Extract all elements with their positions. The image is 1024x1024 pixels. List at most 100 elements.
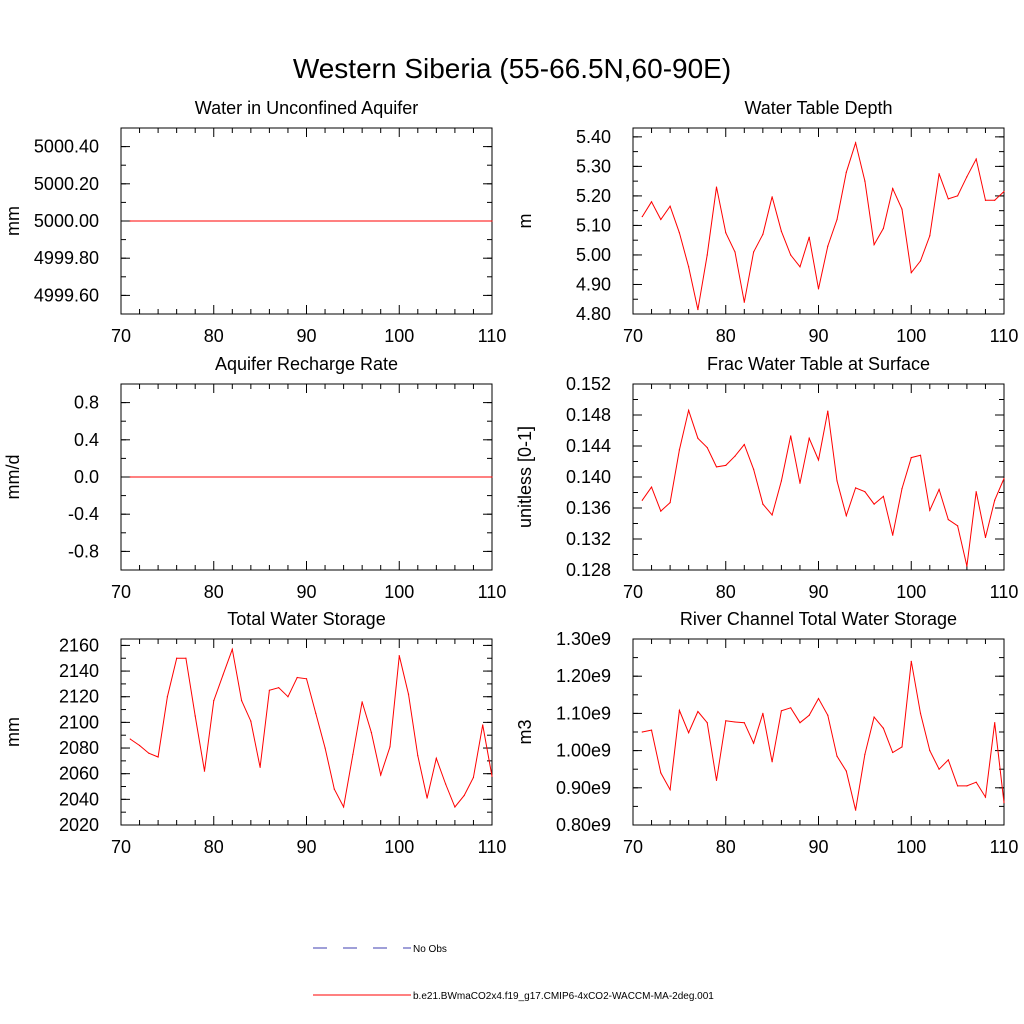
data-point	[660, 772, 662, 774]
data-point	[166, 696, 168, 698]
data-point	[762, 503, 764, 505]
x-tick-label: 110	[478, 326, 507, 346]
x-tick-label: 110	[990, 837, 1019, 857]
data-point	[482, 724, 484, 726]
data-point	[994, 722, 996, 724]
data-point	[650, 486, 653, 488]
data-point	[324, 747, 326, 749]
series-line	[130, 647, 493, 809]
data-point	[984, 199, 987, 201]
y-tick-label: 2120	[59, 687, 99, 707]
data-point	[138, 744, 141, 747]
y-tick-label: 5.40	[576, 127, 611, 147]
data-point	[855, 142, 857, 144]
data-point	[882, 227, 885, 229]
x-tick-label: 90	[808, 837, 828, 857]
data-point	[194, 715, 196, 717]
y-tick-label: 2040	[59, 789, 99, 809]
data-point	[910, 457, 912, 459]
series-line	[641, 408, 1005, 567]
data-point	[966, 565, 968, 567]
data-point	[734, 251, 736, 253]
data-point	[669, 205, 671, 207]
x-tick-label: 90	[296, 837, 316, 857]
y-tick-label: -0.4	[68, 504, 99, 524]
y-tick-label: 0.132	[566, 529, 611, 549]
y-tick-label: 0.136	[566, 498, 611, 518]
data-point	[278, 687, 280, 689]
series-line	[641, 140, 1005, 310]
data-point	[129, 220, 131, 222]
panel-title: Total Water Storage	[227, 609, 385, 629]
y-tick-label: 4999.80	[34, 248, 99, 268]
y-tick-label: 0.140	[566, 467, 611, 487]
data-point	[910, 660, 912, 662]
panel-4: Frac Water Table at Surface unitless [0-1…	[515, 354, 1018, 602]
data-point	[641, 215, 643, 218]
data-point	[762, 233, 764, 235]
data-point	[678, 709, 680, 712]
data-point	[836, 218, 838, 221]
y-tick-label: 4.80	[576, 304, 611, 324]
data-point	[641, 499, 643, 501]
x-tick-label: 70	[623, 326, 643, 346]
legend-model-label: b.e21.BWmaCO2x4.f19_g17.CMIP6-4xCO2-WACC…	[413, 991, 714, 1002]
data-point	[957, 525, 959, 527]
data-point	[1003, 477, 1005, 480]
y-tick-label: 5.30	[576, 156, 611, 176]
data-point	[407, 693, 410, 695]
data-point	[240, 699, 243, 702]
data-point	[678, 449, 680, 451]
data-point	[994, 199, 996, 201]
data-point	[873, 503, 875, 505]
data-point	[129, 738, 131, 740]
data-point	[287, 696, 289, 698]
data-point	[454, 806, 456, 808]
data-point	[892, 534, 894, 536]
data-point	[864, 180, 866, 182]
y-tick-label: 2100	[59, 712, 99, 732]
y-tick-label: 0.0	[74, 467, 99, 487]
y-axis-label: mm	[3, 206, 23, 236]
x-tick-label: 80	[204, 837, 224, 857]
data-point	[845, 515, 847, 517]
data-point	[966, 176, 968, 178]
y-tick-label: 5000.20	[34, 174, 99, 194]
data-point	[725, 464, 727, 466]
data-point	[771, 196, 773, 198]
data-point	[157, 756, 159, 758]
y-tick-label: 1.00e9	[556, 741, 611, 761]
data-point	[780, 230, 783, 232]
y-axis-label: mm	[3, 717, 23, 747]
data-point	[231, 648, 233, 650]
data-point	[491, 775, 493, 777]
data-point	[836, 755, 838, 757]
data-point	[697, 308, 699, 311]
data-point	[370, 732, 373, 734]
data-point	[790, 254, 792, 256]
y-tick-label: 5000.40	[34, 137, 99, 157]
data-point	[975, 491, 977, 493]
data-point	[660, 510, 662, 512]
y-axis-label: unitless [0-1]	[515, 426, 535, 528]
x-tick-label: 100	[896, 326, 926, 346]
data-point	[715, 779, 718, 781]
data-point	[463, 794, 465, 797]
data-point	[929, 509, 931, 511]
y-tick-label: 5000.00	[34, 211, 99, 231]
y-tick-label: 2060	[59, 764, 99, 784]
data-point	[1003, 190, 1005, 193]
panel-6: River Channel Total Water Storage m3 70 80 9…	[515, 609, 1018, 857]
data-point	[864, 753, 866, 755]
legend-obs-label: No Obs	[413, 944, 447, 955]
data-point	[426, 797, 428, 799]
y-tick-label: 1.10e9	[556, 703, 611, 723]
data-point	[938, 768, 940, 770]
data-point	[957, 785, 959, 787]
data-point	[855, 809, 857, 811]
x-tick-label: 100	[896, 582, 926, 602]
data-point	[817, 459, 820, 461]
data-point	[743, 722, 745, 724]
data-point	[919, 260, 922, 262]
data-point	[817, 288, 820, 290]
